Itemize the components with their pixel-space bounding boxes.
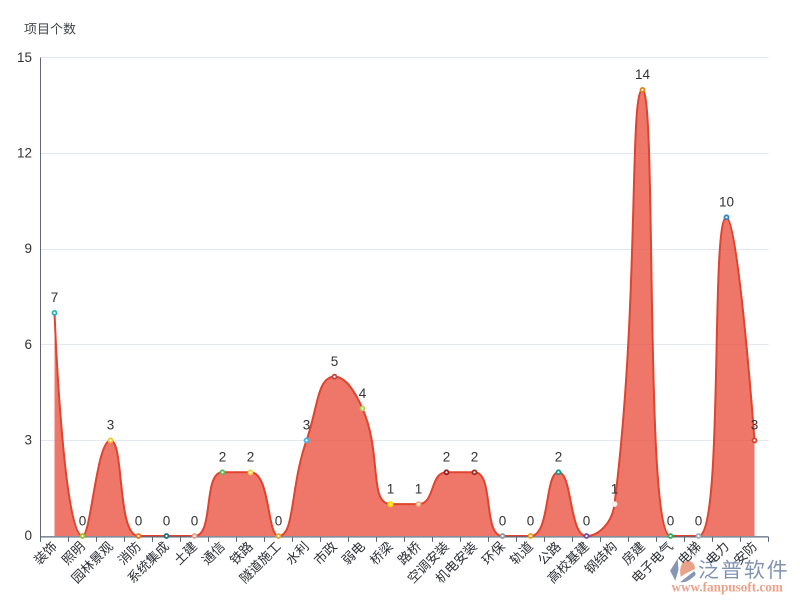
svg-text:0: 0	[499, 513, 507, 528]
svg-text:15: 15	[17, 50, 32, 65]
svg-text:2: 2	[443, 450, 451, 465]
svg-text:0: 0	[583, 513, 591, 528]
svg-text:0: 0	[163, 513, 171, 528]
svg-text:0: 0	[191, 513, 199, 528]
svg-text:9: 9	[24, 241, 32, 256]
svg-text:3: 3	[751, 418, 759, 433]
svg-text:1: 1	[387, 481, 395, 496]
svg-text:10: 10	[719, 195, 734, 210]
svg-text:12: 12	[17, 146, 32, 161]
svg-text:7: 7	[51, 290, 59, 305]
svg-text:0: 0	[79, 513, 87, 528]
svg-text:3: 3	[24, 432, 32, 447]
svg-text:0: 0	[695, 513, 703, 528]
svg-text:0: 0	[24, 528, 32, 543]
svg-text:0: 0	[527, 513, 535, 528]
svg-text:2: 2	[219, 450, 227, 465]
svg-text:14: 14	[635, 67, 651, 82]
svg-text:2: 2	[471, 450, 479, 465]
svg-text:0: 0	[135, 513, 143, 528]
svg-text:0: 0	[667, 513, 675, 528]
svg-text:1: 1	[415, 481, 423, 496]
svg-text:3: 3	[303, 418, 311, 433]
svg-text:3: 3	[107, 418, 115, 433]
svg-text:6: 6	[24, 337, 32, 352]
svg-text:www.fanpusoft.com: www.fanpusoft.com	[672, 580, 783, 595]
svg-text:2: 2	[555, 450, 563, 465]
svg-text:5: 5	[331, 354, 339, 369]
svg-text:4: 4	[359, 386, 367, 401]
svg-text:0: 0	[275, 513, 283, 528]
svg-text:2: 2	[247, 450, 255, 465]
svg-text:1: 1	[611, 481, 619, 496]
